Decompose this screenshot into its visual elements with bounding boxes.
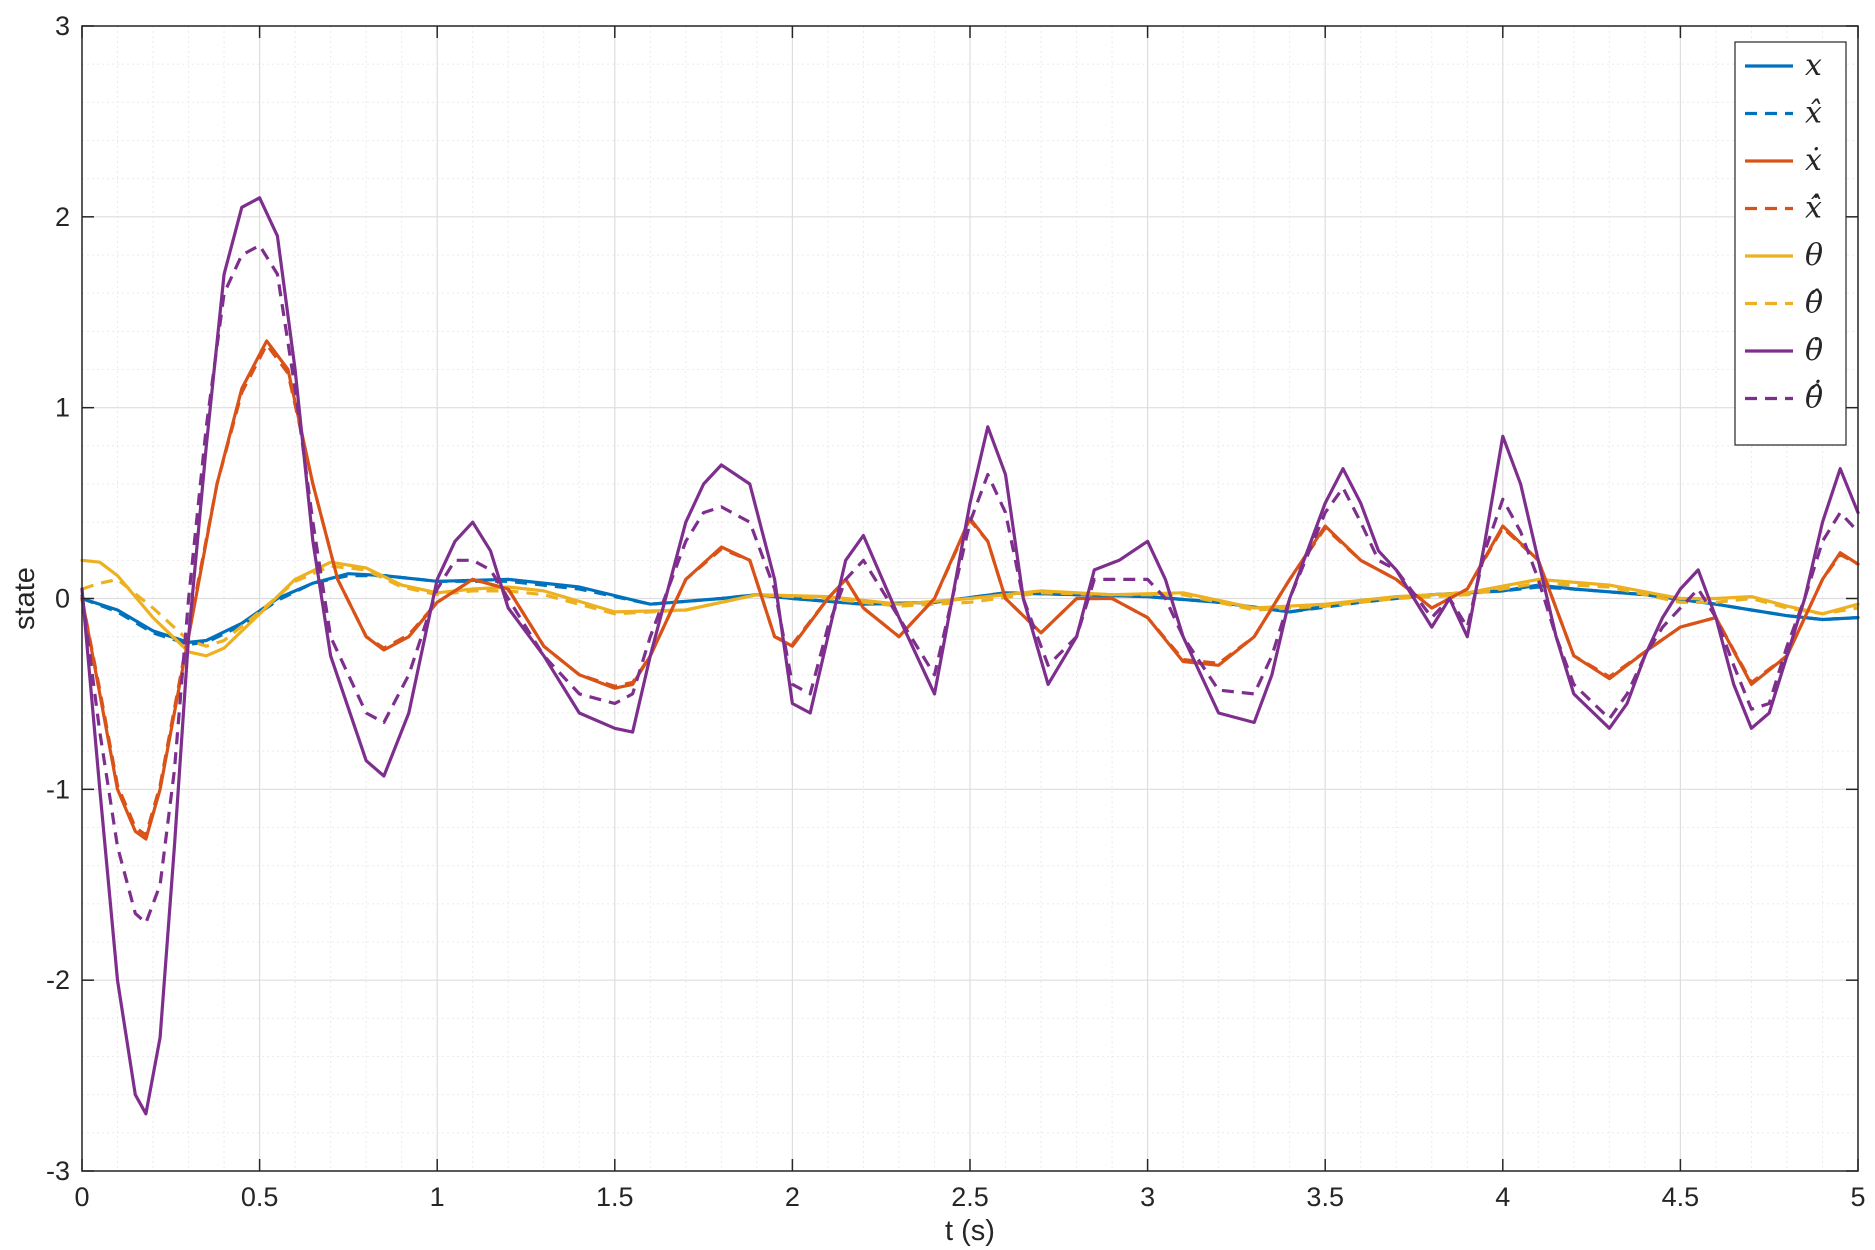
x-tick-label: 4.5: [1662, 1182, 1700, 1212]
x-tick-label: 3.5: [1306, 1182, 1344, 1212]
y-axis-label: state: [9, 567, 41, 630]
y-tick-label: 1: [55, 393, 70, 423]
series-line-8: [80, 243, 1860, 925]
x-tick-label: 3: [1140, 1182, 1155, 1212]
legend-label: ẋ: [1805, 143, 1822, 178]
x-tick-label: 4: [1495, 1182, 1510, 1212]
y-tick-label: 0: [55, 584, 70, 614]
y-tick-label: -3: [46, 1156, 70, 1186]
legend-label: x: [1805, 48, 1822, 83]
legend-label: θ: [1805, 238, 1823, 273]
legend-label: x̂: [1805, 96, 1822, 131]
x-axis: 0 0.5 1 1.5 2 2.5 3 3.5 4 4.5 5: [74, 26, 1866, 1212]
legend-label: x̂̇: [1805, 191, 1822, 226]
legend-label: θ̂̇: [1805, 378, 1823, 415]
x-tick-label: 0: [74, 1182, 89, 1212]
x-tick-label: 5: [1850, 1182, 1865, 1212]
y-tick-label: -1: [46, 774, 70, 804]
legend: x x̂ ẋ x̂̇ θ θ̂ θ̇ θ̂̇: [1734, 41, 1847, 446]
series-line-6: [81, 564, 1859, 648]
x-tick-label: 1: [430, 1182, 445, 1212]
y-tick-label: 3: [55, 11, 70, 41]
series-line-5: [80, 558, 1860, 658]
x-tick-label: 1.5: [596, 1182, 634, 1212]
x-tick-label: 2: [785, 1182, 800, 1212]
y-axis: -3 -2 -1 0 1 2 3: [46, 11, 1858, 1186]
legend-label: θ̇: [1805, 333, 1823, 368]
series-line-7: [80, 196, 1860, 1116]
legend-box: [1734, 41, 1847, 446]
x-tick-label: 0.5: [241, 1182, 279, 1212]
x-tick-label: 2.5: [951, 1182, 989, 1212]
series-layer: [80, 196, 1860, 1116]
legend-label: θ̂: [1805, 286, 1823, 321]
y-tick-label: 2: [55, 202, 70, 232]
y-tick-label: -2: [46, 965, 70, 995]
x-axis-label: t (s): [945, 1215, 995, 1247]
